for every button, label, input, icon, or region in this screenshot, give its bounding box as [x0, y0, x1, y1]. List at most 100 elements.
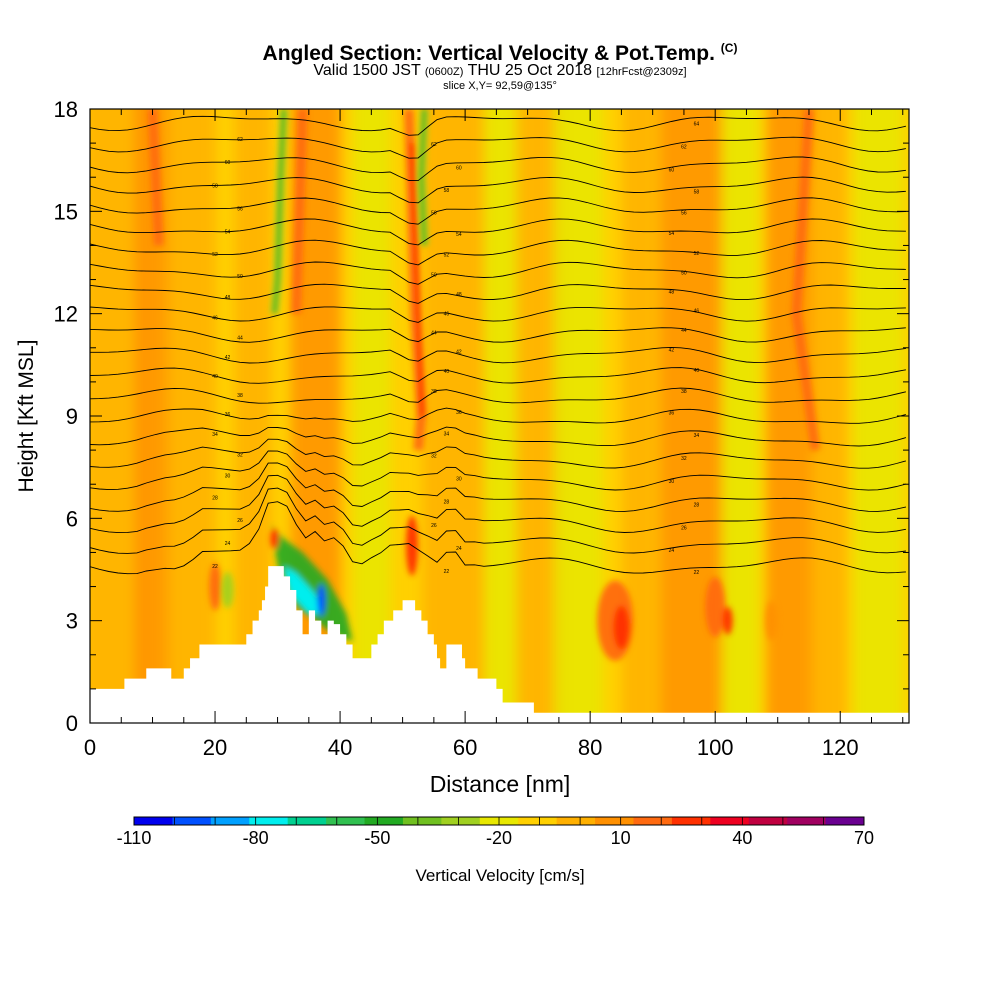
chart-title-block: Angled Section: Vertical Velocity & Pot.… [0, 36, 1000, 92]
isentrope-label: 42 [669, 348, 675, 354]
isentrope-label: 44 [431, 330, 437, 336]
valid-utc: (0600Z) [424, 66, 464, 78]
y-tick-label: 3 [66, 609, 78, 634]
colorbar-swatch [402, 817, 442, 825]
isentrope-label: 42 [456, 349, 462, 355]
isentrope-label: 36 [456, 410, 462, 416]
isentrope-line [90, 387, 907, 404]
isentrope-label: 36 [669, 411, 675, 417]
isentrope-label: 38 [681, 389, 687, 395]
theta-contours: 22 22 22 24 24 24 26 26 26 28 28 28 30 30 30 32 32 32 34 34… [90, 115, 907, 576]
isentrope-line [90, 474, 906, 534]
forecast-label: [12hrFcst@2309z] [596, 66, 687, 78]
colorbar-swatch [364, 817, 404, 825]
isentrope-label: 40 [212, 374, 218, 380]
colorbar-swatch [326, 817, 366, 825]
colorbar: -110 -80 -50 -20 10 40 70 [117, 816, 874, 848]
y-tick-label: 15 [54, 199, 78, 224]
x-tick-label: 100 [697, 735, 734, 760]
isentrope-label: 48 [669, 290, 675, 296]
isentrope-label: 30 [456, 477, 462, 483]
chart-title: Angled Section: Vertical Velocity & Pot.… [0, 36, 1000, 66]
isentrope-label: 60 [456, 165, 462, 171]
isentrope-label: 42 [225, 355, 231, 361]
colorbar-swatch [787, 817, 827, 825]
colorbar-swatch [556, 817, 596, 825]
valid-prefix: Valid 1500 JST [313, 62, 421, 79]
isentrope-label: 58 [444, 188, 450, 194]
isentrope-label: 50 [237, 274, 243, 280]
isentrope-label: 26 [237, 518, 243, 524]
isentrope-label: 46 [444, 311, 450, 317]
colorbar-swatch [748, 817, 788, 825]
isentrope-label: 50 [681, 271, 687, 277]
isentrope-label: 46 [212, 316, 218, 322]
downdraft-streaks [221, 109, 429, 642]
isentrope-label: 34 [212, 432, 218, 438]
isentrope-label: 28 [444, 500, 450, 506]
isentrope-line [90, 426, 907, 447]
isentrope-line [90, 283, 906, 304]
isentrope-label: 58 [694, 189, 700, 195]
isentrope-label: 24 [669, 548, 675, 554]
colorbar-swatch [210, 817, 250, 825]
isentrope-label: 58 [212, 183, 218, 189]
isentrope-label: 56 [431, 210, 437, 216]
terrain-mask [90, 566, 909, 723]
isentrope-label: 22 [212, 564, 218, 570]
isentrope-label: 22 [694, 570, 700, 576]
isentrope-line [90, 306, 906, 323]
colorbar-swatch [710, 817, 750, 825]
isentrope-label: 56 [681, 211, 687, 217]
isentrope-label: 46 [694, 309, 700, 315]
colorbar-swatch [633, 817, 673, 825]
colorbar-tick-label: -80 [243, 828, 269, 848]
colorbar-tick-label: 40 [732, 828, 752, 848]
colorbar-label: Vertical Velocity [cm/s] [415, 866, 584, 885]
y-tick-label: 12 [54, 302, 78, 327]
y-tick-label: 0 [66, 711, 78, 736]
isentrope-label: 52 [444, 253, 450, 259]
isentrope-line [90, 407, 907, 424]
terrain-profile [90, 566, 909, 723]
isentrope-label: 60 [225, 160, 231, 166]
y-tick-label: 9 [66, 404, 78, 429]
valid-date: THU 25 Oct 2018 [467, 62, 593, 79]
x-tick-label: 80 [578, 735, 602, 760]
isentrope-label: 26 [681, 525, 687, 531]
isentrope-label: 48 [456, 292, 462, 298]
isentrope-label: 54 [456, 232, 462, 238]
colorbar-tick-label: -20 [486, 828, 512, 848]
chart-title-text: Angled Section: Vertical Velocity & Pot.… [262, 42, 715, 65]
isentrope-label: 28 [212, 495, 218, 501]
isentrope-label: 50 [431, 273, 437, 279]
colorbar-swatch [518, 817, 558, 825]
isentrope-label: 30 [225, 473, 231, 479]
isentrope-label: 44 [237, 335, 243, 341]
isentrope-label: 54 [225, 230, 231, 236]
isentrope-label: 54 [669, 231, 675, 237]
isentrope-label: 62 [431, 142, 437, 148]
isentrope-label: 30 [669, 479, 675, 485]
isentrope-line [90, 367, 906, 384]
isentrope-line [90, 327, 906, 343]
x-tick-label: 0 [84, 735, 96, 760]
colorbar-tick-label: -50 [364, 828, 390, 848]
x-tick-label: 20 [203, 735, 227, 760]
isentrope-line [90, 176, 906, 204]
x-tick-label: 60 [453, 735, 477, 760]
isentrope-label: 32 [431, 454, 437, 460]
isentrope-line [90, 156, 906, 182]
isentrope-label: 24 [456, 546, 462, 552]
x-tick-label: 40 [328, 735, 352, 760]
isentrope-line [90, 197, 906, 225]
isentrope-label: 56 [237, 207, 243, 213]
isentrope-label: 40 [694, 368, 700, 374]
colorbar-tick-label: -110 [117, 828, 152, 848]
y-axis-label: Height [Kft MSL] [15, 340, 38, 493]
isentrope-line [90, 462, 906, 512]
isentrope-label: 62 [681, 145, 687, 151]
isentrope-label: 26 [431, 523, 437, 529]
isentrope-label: 22 [444, 569, 450, 575]
